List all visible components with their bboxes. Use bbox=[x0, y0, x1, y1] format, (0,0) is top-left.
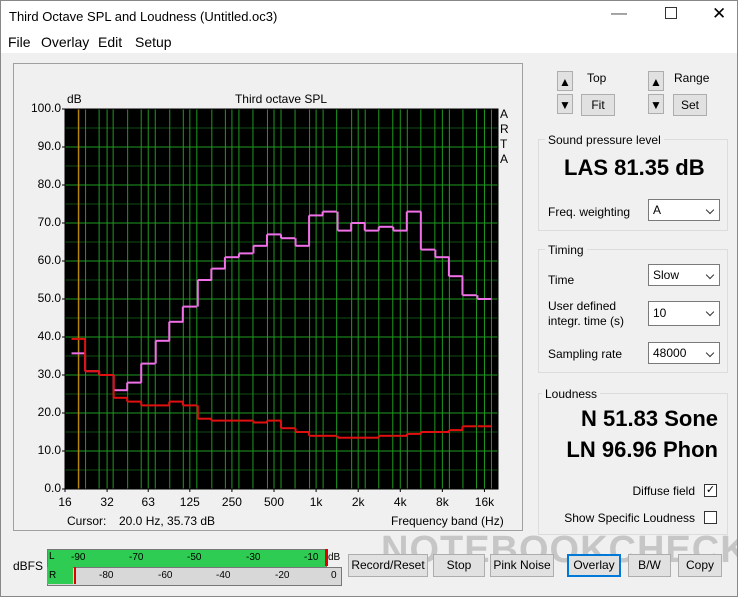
top-label: Top bbox=[587, 71, 607, 85]
y-tick-label: 50.0 bbox=[38, 291, 62, 305]
menu-item[interactable]: Setup bbox=[135, 34, 172, 50]
x-tick-label: 16 bbox=[58, 495, 72, 509]
y-tick-label: 30.0 bbox=[38, 367, 62, 381]
meter-r-peak bbox=[74, 567, 76, 584]
label: Time bbox=[548, 273, 575, 287]
meter-l-peak bbox=[325, 549, 328, 566]
x-tick-label: 4k bbox=[394, 495, 408, 509]
x-axis-label: Frequency band (Hz) bbox=[391, 514, 504, 528]
range-down[interactable]: ▼ bbox=[648, 94, 664, 114]
button[interactable]: Record/Reset bbox=[348, 554, 428, 577]
range-up[interactable]: ▲ bbox=[648, 71, 664, 91]
group-title: Sound pressure level bbox=[545, 133, 664, 147]
group-title: Loudness bbox=[542, 387, 601, 401]
weighting-select[interactable]: A bbox=[648, 199, 720, 221]
meter-scale: -50 bbox=[187, 552, 202, 563]
x-tick-label: 32 bbox=[100, 495, 114, 509]
y-axis-label: dB bbox=[67, 92, 82, 106]
meter-r-bg bbox=[47, 567, 342, 586]
top-up[interactable]: ▲ bbox=[557, 71, 573, 91]
meter-channel: R bbox=[49, 570, 57, 581]
plot-border bbox=[64, 108, 499, 490]
fit-button[interactable]: Fit bbox=[581, 94, 615, 116]
menu-item[interactable]: Edit bbox=[98, 34, 123, 50]
y-tick-label: 100.0 bbox=[31, 101, 61, 115]
diffuse-checkbox[interactable]: ✓ bbox=[704, 484, 717, 497]
x-tick-label: 8k bbox=[436, 495, 450, 509]
y-tick-label: 60.0 bbox=[38, 253, 62, 267]
specific-checkbox[interactable] bbox=[704, 511, 717, 524]
x-tick-label: 500 bbox=[264, 495, 284, 509]
menu-item[interactable]: File bbox=[8, 34, 31, 50]
window-title: Third Octave SPL and Loudness (Untitled.… bbox=[9, 9, 278, 24]
meter-scale: -10 bbox=[304, 552, 319, 563]
range-label: Range bbox=[674, 71, 710, 85]
y-tick-label: 90.0 bbox=[38, 139, 62, 153]
close[interactable]: ✕ bbox=[712, 4, 727, 23]
meter-scale: -60 bbox=[158, 570, 173, 581]
set-button[interactable]: Set bbox=[673, 94, 707, 116]
x-tick-label: 2k bbox=[352, 495, 366, 509]
loudness-n: N 51.83 Sone bbox=[581, 406, 718, 431]
maximize[interactable] bbox=[665, 7, 677, 19]
menu-bar bbox=[1, 31, 737, 53]
meter-scale: -40 bbox=[216, 570, 231, 581]
button[interactable]: Stop bbox=[433, 554, 485, 577]
side-label-box: ARTA bbox=[500, 107, 509, 166]
loudness-group bbox=[538, 393, 728, 535]
minimize[interactable]: — bbox=[611, 5, 627, 22]
x-tick-label: 250 bbox=[222, 495, 242, 509]
y-tick-label: 40.0 bbox=[38, 329, 62, 343]
button[interactable]: Overlay bbox=[567, 554, 621, 577]
meter-scale: -30 bbox=[246, 552, 261, 563]
x-tick-label: 63 bbox=[142, 495, 156, 509]
meter-channel: L bbox=[49, 551, 55, 562]
integr-input[interactable]: 10 bbox=[648, 301, 720, 326]
meter-label: dBFS bbox=[13, 559, 44, 573]
meter-scale: 0 bbox=[331, 570, 337, 581]
y-tick-label: 70.0 bbox=[38, 215, 62, 229]
label: Freq. weighting bbox=[548, 205, 631, 219]
checkbox-label: Show Specific Loudness bbox=[564, 511, 695, 525]
y-tick-label: 80.0 bbox=[38, 177, 62, 191]
meter-unit: dB bbox=[328, 552, 341, 563]
cursor-label: Cursor: bbox=[67, 514, 106, 528]
button[interactable]: Pink Noise bbox=[490, 554, 554, 577]
x-tick-label: 125 bbox=[180, 495, 200, 509]
meter-scale: -80 bbox=[99, 570, 114, 581]
group-title: Timing bbox=[545, 243, 587, 257]
menu-item[interactable]: Overlay bbox=[41, 34, 90, 50]
time-select[interactable]: Slow bbox=[648, 264, 720, 286]
label: Sampling rate bbox=[548, 347, 623, 361]
meter-r-bar bbox=[47, 567, 73, 584]
chart-title: Third octave SPL bbox=[235, 92, 327, 106]
loudness-ln: LN 96.96 Phon bbox=[566, 437, 718, 462]
timing-group bbox=[538, 249, 728, 373]
y-tick-label: 0.0 bbox=[44, 481, 61, 495]
button[interactable]: B/W bbox=[628, 554, 671, 577]
x-tick-label: 1k bbox=[310, 495, 324, 509]
checkbox-label: Diffuse field bbox=[632, 484, 695, 498]
cursor-value: 20.0 Hz, 35.73 dB bbox=[119, 514, 215, 528]
side-label: ARTA bbox=[500, 107, 509, 166]
label: User defined integr. time (s) bbox=[548, 299, 625, 328]
meter-scale: -90 bbox=[71, 552, 86, 563]
x-tick-label: 16k bbox=[475, 495, 495, 509]
y-tick-label: 20.0 bbox=[38, 405, 62, 419]
spl-reading: LAS 81.35 dB bbox=[564, 155, 705, 180]
button[interactable]: Copy bbox=[678, 554, 722, 577]
chart: Third octave SPL dB Frequency band (Hz) … bbox=[13, 63, 523, 531]
rate-select[interactable]: 48000 bbox=[648, 342, 720, 364]
y-tick-label: 10.0 bbox=[38, 443, 62, 457]
title-bar bbox=[1, 1, 737, 31]
top-down[interactable]: ▼ bbox=[557, 94, 573, 114]
meter-scale: -20 bbox=[275, 570, 290, 581]
meter-scale: -70 bbox=[129, 552, 144, 563]
